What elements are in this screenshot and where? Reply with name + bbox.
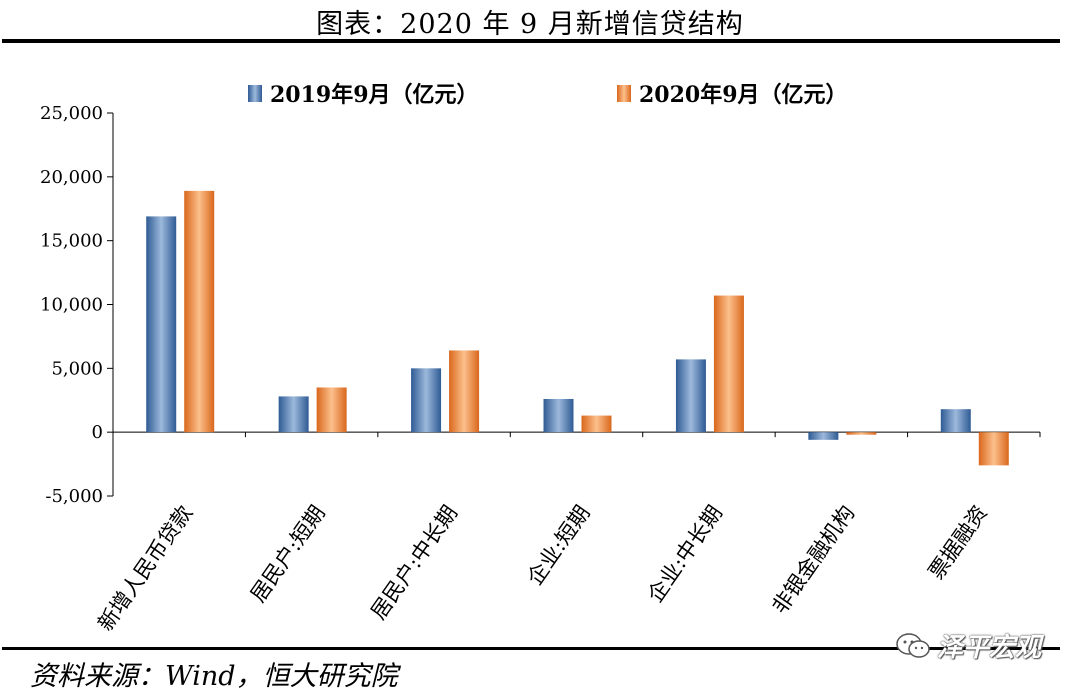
bar-series2-cat1 — [184, 190, 215, 433]
x-category-label: 企业:中长期 — [643, 501, 727, 607]
legend-label-series2: 2020年9月（亿元） — [639, 82, 848, 108]
chart-legend: 2019年9月（亿元） 2020年9月（亿元） — [248, 82, 848, 108]
bars — [146, 190, 1009, 466]
x-category-label: 非银金融机构 — [768, 501, 860, 618]
legend-label-series1: 2019年9月（亿元） — [270, 82, 479, 108]
chart-title: 图表：2020 年 9 月新增信贷结构 — [316, 9, 744, 40]
bar-series1-cat7 — [940, 409, 971, 433]
bar-chart: 2019年9月（亿元） 2020年9月（亿元） 25,000 20,000 15,0… — [40, 82, 1041, 635]
top-rule — [2, 39, 1060, 43]
bar-series2-cat5 — [713, 295, 744, 433]
y-tick-label: 15,000 — [40, 231, 103, 252]
source-note: 资料来源：Wind，恒大研究院 — [30, 661, 398, 692]
legend-swatch-series1 — [248, 85, 262, 102]
bar-series2-cat2 — [316, 387, 347, 433]
y-tick-label: 5,000 — [51, 358, 103, 379]
axes — [107, 112, 1041, 497]
y-tick-label: 20,000 — [40, 167, 103, 188]
legend-swatch-series2 — [617, 85, 631, 102]
bar-series1-cat3 — [411, 368, 442, 433]
bar-series1-cat4 — [543, 398, 574, 433]
y-tick-label: 0 — [92, 422, 103, 443]
bar-series2-cat7 — [978, 432, 1009, 466]
axis-labels: 25,000 20,000 15,000 10,000 5,000 0 -5,000新增人民… — [40, 103, 992, 635]
x-category-label: 企业:短期 — [523, 501, 595, 589]
x-category-label: 居民户:短期 — [246, 501, 330, 607]
bar-series1-cat6 — [808, 432, 839, 440]
bottom-rule — [2, 647, 1060, 650]
x-category-label: 新增人民币贷款 — [93, 501, 197, 635]
bar-series2-cat3 — [449, 350, 480, 433]
wechat-icon — [896, 632, 930, 658]
x-category-label: 居民户:中长期 — [366, 501, 462, 624]
bar-series1-cat2 — [278, 396, 309, 433]
y-tick-label: 25,000 — [40, 103, 103, 124]
bar-series1-cat5 — [675, 359, 706, 433]
bar-series1-cat1 — [146, 216, 177, 433]
watermark-text: 泽平宏观 — [937, 633, 1042, 663]
x-category-label: 票据融资 — [924, 501, 992, 584]
y-tick-label: 10,000 — [40, 295, 103, 316]
y-tick-label: -5,000 — [45, 486, 103, 507]
watermark: 泽平宏观 — [895, 627, 1041, 664]
bar-series2-cat6 — [846, 432, 877, 435]
bar-series2-cat4 — [581, 415, 612, 433]
